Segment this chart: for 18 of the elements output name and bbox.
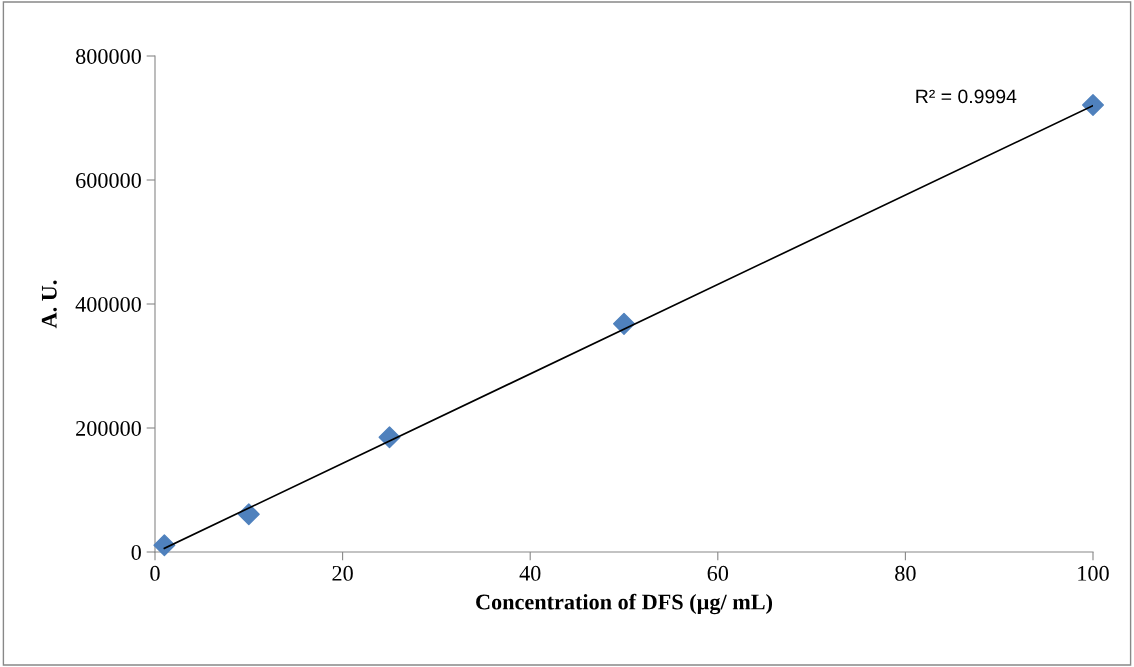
point [237,503,260,526]
y-axis-title: A. U. [41,280,57,329]
y-tick-label: 400000 [75,296,141,312]
point [153,534,176,557]
x-tick-label: 60 [707,565,729,581]
point [1082,93,1104,116]
x-tick-label: 100 [1078,565,1109,581]
y-tick-label: 0 [131,544,141,560]
x-tick-label: 40 [519,565,541,581]
x-tick-label: 0 [150,565,160,581]
annotation: R² = 0.9994 [916,89,1017,104]
y-tick-label: 800000 [75,48,141,64]
point [613,312,635,335]
y-tick-label: 200000 [76,420,141,436]
x-tick-label: 20 [332,565,353,581]
x-axis-title: Concentration of DFS (µg/ mL) [476,593,773,615]
y-tick-label: 600000 [76,172,141,188]
x-tick-label: 80 [895,565,916,581]
